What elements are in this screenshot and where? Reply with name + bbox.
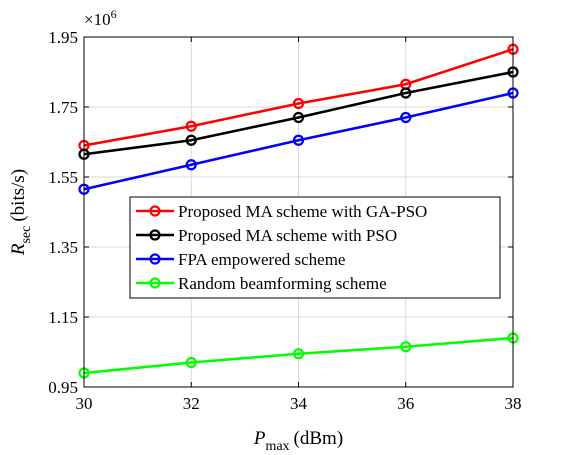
series-line	[83, 91, 514, 191]
y-tick-label: 1.15	[48, 308, 78, 327]
y-tick-label: 1.55	[48, 168, 78, 187]
legend-marker	[149, 253, 161, 265]
legend-item: FPA empowered scheme	[136, 250, 345, 269]
y-axis-label-main: R	[8, 243, 29, 256]
data-point-marker	[185, 120, 197, 132]
legend-label: Proposed MA scheme with GA-PSO	[178, 202, 427, 221]
x-tick-label: 34	[290, 394, 308, 413]
legend-label: Proposed MA scheme with PSO	[178, 226, 397, 245]
y-axis-label-sub: sec	[19, 226, 34, 244]
legend-marker	[149, 277, 161, 289]
legend-item: Random beamforming scheme	[136, 274, 387, 293]
data-point-marker	[292, 348, 305, 360]
data-point-marker	[185, 159, 197, 171]
data-point-marker	[400, 111, 412, 124]
y-tick-label: 0.95	[48, 378, 78, 397]
y-multiplier-base: ×10	[84, 10, 111, 29]
legend-box	[129, 196, 501, 299]
y-tick-label: 1.75	[48, 98, 78, 117]
ticks: 30 32 34 36 38 0.95 1.15 1.35 1.55 1.75 1.95	[48, 28, 521, 413]
series-line	[83, 70, 514, 156]
legend: Proposed MA scheme with GA-PSO Proposed M…	[129, 196, 501, 299]
series-line	[83, 336, 514, 375]
legend-item: Proposed MA scheme with GA-PSO	[136, 202, 427, 221]
series-line	[83, 48, 514, 147]
data-point-marker	[185, 356, 197, 369]
data-point-marker	[292, 111, 305, 124]
x-tick-label: 30	[76, 394, 93, 413]
legend-marker	[149, 205, 161, 217]
data-point-marker	[292, 97, 305, 110]
x-tick-label: 38	[505, 394, 522, 413]
x-axis-label-unit: (dBm)	[294, 428, 344, 449]
legend-label: Random beamforming scheme	[178, 274, 387, 293]
x-tick-label: 36	[397, 394, 414, 413]
data-point-marker	[400, 341, 412, 353]
y-tick-label: 1.95	[48, 28, 78, 47]
x-tick-label: 32	[183, 394, 200, 413]
series-layer	[78, 43, 519, 379]
legend-marker	[149, 229, 161, 241]
y-tick-label: 1.35	[48, 238, 78, 257]
x-axis-label-main: P	[253, 428, 266, 449]
legend-item: Proposed MA scheme with PSO	[136, 226, 397, 245]
x-axis-label: Pmax (dBm)	[253, 428, 343, 454]
y-axis-label-unit: (bits/s)	[8, 169, 29, 222]
y-axis-label: Rsec (bits/s)	[8, 169, 34, 256]
data-point-marker	[400, 87, 412, 99]
y-multiplier-exponent: 6	[111, 7, 117, 21]
x-axis-label-sub: max	[265, 439, 289, 454]
y-axis-multiplier: ×106	[84, 7, 117, 29]
legend-label: FPA empowered scheme	[178, 250, 345, 269]
data-point-marker	[292, 134, 305, 146]
data-point-marker	[185, 134, 197, 146]
